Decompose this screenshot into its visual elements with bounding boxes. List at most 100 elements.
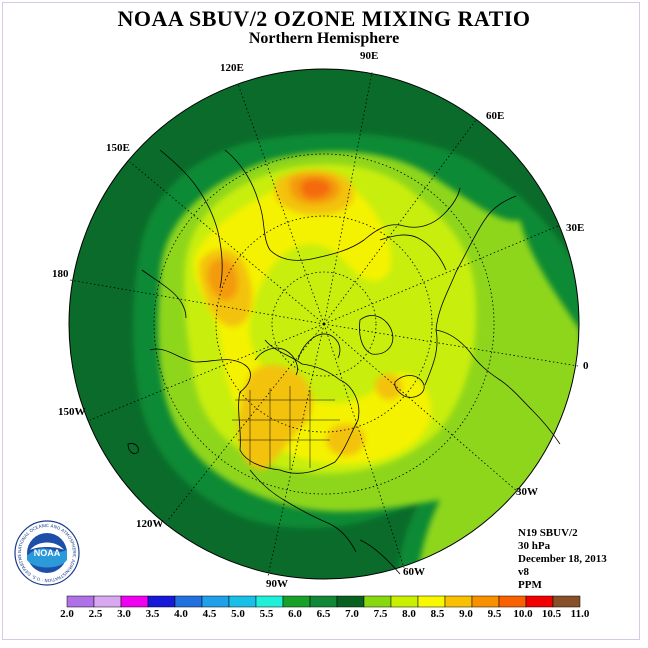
meridian-30w: [323, 323, 519, 493]
ozone-band-9-0: [326, 423, 365, 456]
lon-label-60e: 60E: [486, 110, 505, 122]
map-boundary: [68, 68, 580, 580]
colorbar-tick-label: 4.5: [202, 608, 217, 620]
meridian-180: [69, 279, 325, 325]
version-label: v8: [518, 566, 529, 578]
colorbar-tick-label: 5.0: [231, 608, 245, 620]
colorbar-swatch: [282, 595, 311, 608]
colorbar-tick-label: 11.0: [570, 608, 590, 620]
latitude-circle-75: [271, 271, 377, 377]
coast-europe: [424, 195, 517, 386]
meridian-90w: [267, 323, 325, 577]
product-info: N19 SBUV/2 30 hPa December 18, 2013 v8 P…: [518, 527, 607, 592]
colorbar-tick-label: 3.0: [117, 608, 131, 620]
coast-hawaii: [127, 443, 139, 454]
colorbar-tick-label: 9.0: [459, 608, 473, 620]
colorbar-swatch: [255, 595, 284, 608]
colorbar-swatch: [120, 595, 149, 608]
colorbar-swatch: [93, 595, 122, 608]
satellite-label: N19 SBUV/2: [518, 527, 578, 539]
state-boundaries: [232, 386, 340, 470]
lon-label-150e: 150E: [106, 142, 130, 154]
colorbar-tick-label: 8.0: [402, 608, 416, 620]
ozone-band-9-5: [208, 259, 238, 300]
colorbar-tick-label: 8.5: [430, 608, 445, 620]
colorbar-swatch: [228, 595, 257, 608]
colorbar-swatch: [390, 595, 419, 608]
meridian-60e: [323, 119, 477, 325]
lon-label-150w: 150W: [58, 406, 86, 418]
map-subtitle: Northern Hemisphere: [248, 30, 400, 47]
coast-south-america: [359, 539, 401, 575]
coast-east-asia: [159, 149, 223, 289]
coast-africa-north: [435, 329, 561, 445]
colorbar-swatches: [66, 595, 581, 608]
lon-label-60w: 60W: [403, 566, 425, 578]
colorbar-tick-label: 10.0: [513, 608, 533, 620]
colorbar-tick-label: 7.5: [373, 608, 388, 620]
coast-greenland: [359, 315, 394, 355]
meridian-90e: [323, 71, 373, 325]
colorbar-swatch: [444, 595, 473, 608]
colorbar-tick-label: 6.5: [316, 608, 331, 620]
meridian-60w: [323, 323, 405, 569]
colorbar-tick-label: 3.5: [145, 608, 160, 620]
colorbar-swatch: [525, 595, 554, 608]
graticule: [69, 71, 579, 577]
colorbar-swatch: [174, 595, 203, 608]
coast-hudson-bay: [254, 347, 298, 376]
logo-text: NOAA: [34, 548, 61, 558]
colorbar-swatch: [363, 595, 392, 608]
latitude-circle-45: [153, 153, 495, 495]
lon-label-120e: 120E: [220, 62, 244, 74]
colorbar-tick-label: 5.5: [259, 608, 274, 620]
colorbar-tick-label: 10.5: [541, 608, 562, 620]
meridian-120e: [237, 83, 325, 325]
logo-wave: [27, 548, 67, 568]
latitude-circle-60: [215, 215, 433, 433]
lon-label-90e: 90E: [360, 50, 379, 62]
colorbar-swatch: [66, 595, 95, 608]
units-label: PPM: [518, 579, 542, 591]
colorbar-swatch: [201, 595, 230, 608]
colorbar-swatch: [498, 595, 527, 608]
pressure-level-label: 30 hPa: [518, 540, 551, 552]
lon-label-0: 0: [583, 360, 589, 372]
lon-label-90w: 90W: [266, 578, 288, 590]
colorbar-swatch: [471, 595, 500, 608]
ozone-band-10-0: [301, 179, 331, 198]
figure-frame: [2, 2, 640, 640]
lon-label-30w: 30W: [516, 486, 538, 498]
meridian-120w: [167, 323, 325, 521]
noaa-logo: NATIONAL OCEANIC AND ATMOSPHERIC ADMINIS…: [14, 520, 80, 586]
colorbar-swatch: [147, 595, 176, 608]
colorbar-tick-label: 7.0: [345, 608, 359, 620]
coast-central-america: [249, 469, 357, 553]
colorbar-swatch: [309, 595, 338, 608]
ozone-band-9-0: [375, 374, 402, 400]
colorbar-tick-label: 4.0: [174, 608, 188, 620]
lon-label-120w: 120W: [136, 518, 164, 530]
colorbar-tick-label: 2.0: [60, 608, 74, 620]
colorbar-swatch: [336, 595, 365, 608]
coast-north-america: [149, 339, 360, 474]
map-title: NOAA SBUV/2 OZONE MIXING RATIO: [117, 6, 531, 31]
date-label: December 18, 2013: [518, 553, 607, 565]
colorbar-tick-label: 2.5: [88, 608, 103, 620]
lon-label-30e: 30E: [566, 222, 585, 234]
coast-arctic-islands: [297, 333, 341, 361]
coast-kamchatka-alaska: [141, 269, 187, 319]
coastlines: [127, 149, 561, 575]
colorbar-tick-label: 6.0: [288, 608, 302, 620]
lon-label-180: 180: [52, 268, 69, 280]
colorbar-tick-label: 9.5: [487, 608, 502, 620]
ozone-band-9-0: [238, 364, 313, 470]
coast-scandinavia: [379, 234, 447, 271]
meridian-0: [323, 323, 579, 367]
coast-siberia: [224, 149, 461, 261]
logo-seagull: [30, 542, 64, 550]
colorbar-swatch: [552, 595, 581, 608]
coast-iceland: [394, 375, 425, 398]
colorbar-swatch: [417, 595, 446, 608]
